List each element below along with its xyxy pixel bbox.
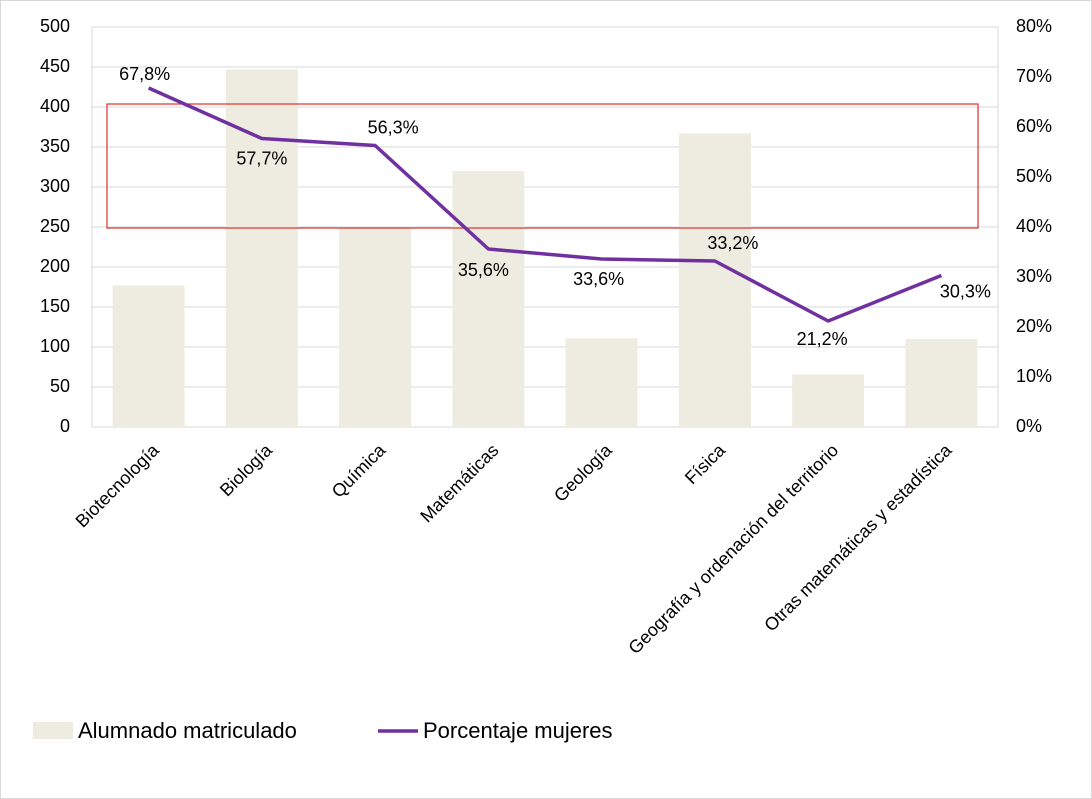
y-tick-label: 300 xyxy=(40,176,70,196)
y2-tick-label: 80% xyxy=(1016,16,1052,36)
y-tick-label: 350 xyxy=(40,136,70,156)
y-tick-label: 500 xyxy=(40,16,70,36)
y2-tick-label: 10% xyxy=(1016,366,1052,386)
y-tick-label: 200 xyxy=(40,256,70,276)
highlight-box xyxy=(106,103,979,229)
y2-tick-label: 40% xyxy=(1016,216,1052,236)
data-label: 67,8% xyxy=(119,64,170,84)
bar xyxy=(565,338,638,427)
data-label: 33,2% xyxy=(707,233,758,253)
y2-tick-label: 70% xyxy=(1016,66,1052,86)
bar xyxy=(792,374,865,427)
data-label: 21,2% xyxy=(797,329,848,349)
bar xyxy=(339,227,412,427)
y-tick-label: 400 xyxy=(40,96,70,116)
data-label: 30,3% xyxy=(940,281,991,301)
data-label: 56,3% xyxy=(368,117,419,137)
y-tick-label: 150 xyxy=(40,296,70,316)
y-tick-label: 0 xyxy=(60,416,70,436)
bar xyxy=(112,285,185,427)
bar xyxy=(225,69,298,428)
y2-tick-label: 20% xyxy=(1016,316,1052,336)
y-tick-label: 50 xyxy=(50,376,70,396)
bar xyxy=(678,133,751,427)
data-label: 35,6% xyxy=(458,260,509,280)
y2-tick-label: 30% xyxy=(1016,266,1052,286)
bar xyxy=(905,339,978,427)
y2-tick-label: 60% xyxy=(1016,116,1052,136)
line xyxy=(147,86,943,323)
data-label: 33,6% xyxy=(573,269,624,289)
y2-tick-label: 50% xyxy=(1016,166,1052,186)
legend-label: Alumnado matriculado xyxy=(78,718,297,743)
data-label: 57,7% xyxy=(236,148,287,168)
legend-swatch xyxy=(33,722,73,739)
y-tick-label: 450 xyxy=(40,56,70,76)
bar xyxy=(452,171,525,427)
y-tick-label: 250 xyxy=(40,216,70,236)
legend-label: Porcentaje mujeres xyxy=(423,718,613,743)
y-tick-label: 100 xyxy=(40,336,70,356)
y2-tick-label: 0% xyxy=(1016,416,1042,436)
